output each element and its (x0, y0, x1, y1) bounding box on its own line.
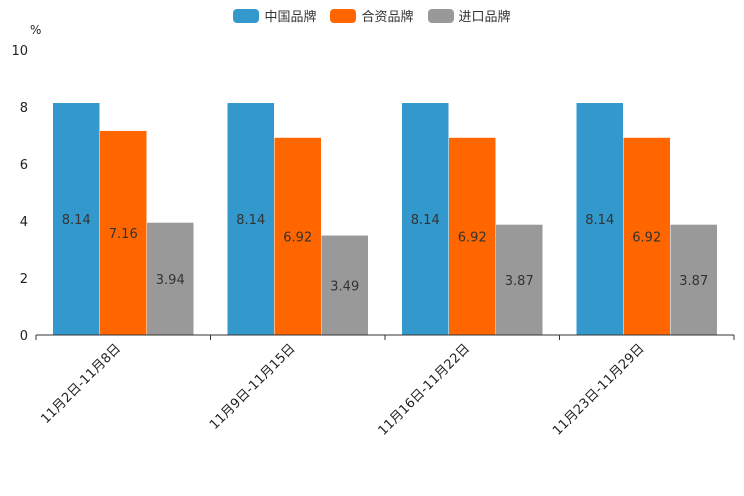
y-tick-label: 4 (20, 215, 28, 230)
y-tick-label: 0 (20, 329, 28, 344)
legend-label-china: 中国品牌 (264, 10, 317, 25)
x-category-label: 11月23日-11月29日 (550, 341, 647, 438)
bar-value-label: 8.14 (411, 213, 440, 228)
legend: 中国品牌 合资品牌 进口品牌 (0, 6, 744, 25)
y-axis: 0 2 4 6 8 10 (11, 44, 28, 344)
bars-group: 8.14 7.16 3.94 8.14 6.92 3.49 8.14 6.92 3.87 8.14… (53, 103, 717, 335)
bar-0-1[interactable] (227, 103, 275, 335)
legend-swatch-joint-venture (330, 8, 357, 23)
bar-value-label: 7.16 (109, 227, 138, 242)
bar-1-3[interactable] (623, 137, 671, 335)
legend-swatch-imported (427, 8, 454, 23)
legend-item-joint-venture[interactable]: 合资品牌 (330, 6, 414, 25)
y-tick-label: 8 (20, 101, 28, 116)
x-category-label: 11月16日-11月22日 (376, 341, 473, 438)
bar-0-0[interactable] (53, 103, 100, 335)
bar-value-label: 6.92 (283, 230, 312, 245)
legend-label-joint-venture: 合资品牌 (361, 10, 414, 25)
bar-1-1[interactable] (274, 137, 322, 335)
x-category-label: 11月2日-11月8日 (38, 341, 124, 427)
bar-2-2[interactable] (496, 224, 543, 335)
bar-value-label: 8.14 (585, 213, 614, 228)
bar-2-3[interactable] (670, 224, 718, 335)
bar-value-label: 6.92 (632, 230, 661, 245)
y-axis-unit: % (30, 23, 41, 37)
bar-0-3[interactable] (576, 103, 624, 335)
legend-label-imported: 进口品牌 (458, 10, 511, 25)
y-tick-label: 2 (20, 272, 28, 287)
bar-value-label: 3.94 (156, 273, 185, 288)
y-tick-label: 10 (11, 44, 28, 59)
legend-item-china[interactable]: 中国品牌 (233, 6, 316, 25)
bar-1-0[interactable] (100, 130, 147, 335)
bar-value-label: 8.14 (62, 213, 91, 228)
x-category-label: 11月9日-11月15日 (207, 341, 299, 433)
legend-swatch-china (233, 8, 260, 23)
bar-1-2[interactable] (449, 137, 496, 335)
bar-value-label: 6.92 (458, 230, 487, 245)
bar-value-label: 3.49 (330, 279, 359, 294)
x-axis: 11月2日-11月8日 11月9日-11月15日 11月16日-11月22日 11月2… (35, 334, 735, 439)
bar-value-label: 3.87 (679, 274, 708, 289)
y-tick-label: 6 (20, 158, 28, 173)
bar-value-label: 3.87 (505, 274, 534, 289)
bar-0-2[interactable] (402, 103, 449, 335)
bar-value-label: 8.14 (236, 213, 265, 228)
bar-2-0[interactable] (147, 222, 194, 335)
legend-item-imported[interactable]: 进口品牌 (427, 6, 511, 25)
bar-2-1[interactable] (321, 235, 369, 335)
